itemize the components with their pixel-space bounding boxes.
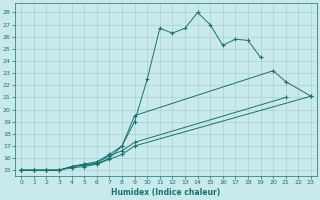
X-axis label: Humidex (Indice chaleur): Humidex (Indice chaleur) — [111, 188, 221, 197]
